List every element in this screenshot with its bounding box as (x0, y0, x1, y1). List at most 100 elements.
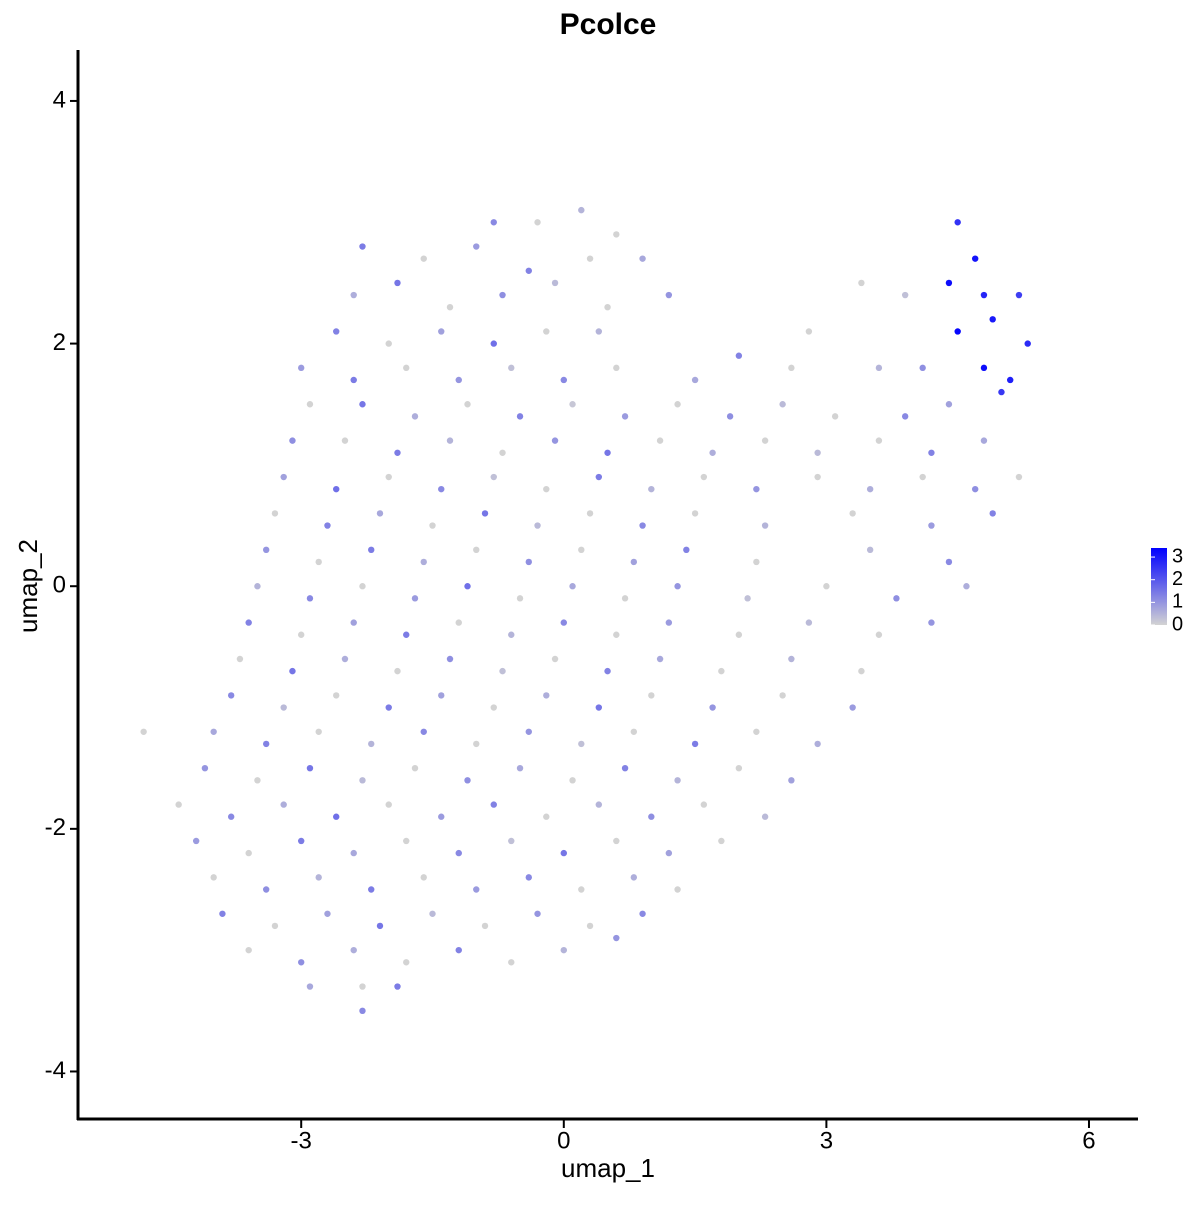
point (779, 692, 786, 699)
point (735, 764, 743, 772)
point (359, 1007, 366, 1015)
point (508, 837, 515, 845)
chart-title: Pcolce (560, 8, 657, 41)
point (289, 667, 296, 675)
point (674, 583, 681, 590)
colorbar (1151, 548, 1167, 625)
x-axis-label: umap_1 (561, 1153, 655, 1183)
point (333, 485, 340, 493)
point (236, 655, 244, 663)
point (595, 801, 603, 808)
point (420, 558, 427, 566)
point (525, 874, 532, 881)
point (718, 667, 725, 675)
point (245, 849, 252, 857)
point (516, 764, 524, 772)
point (691, 376, 699, 384)
point (289, 437, 296, 444)
point (262, 546, 270, 554)
point (394, 667, 401, 675)
y-tick-label: 2 (53, 329, 66, 356)
y-tick-label: -4 (45, 1057, 66, 1084)
point (420, 728, 427, 735)
point (394, 279, 401, 287)
point (560, 619, 567, 626)
point (595, 473, 603, 481)
point (621, 764, 629, 772)
point (525, 267, 532, 274)
points (140, 206, 1031, 1015)
point (901, 413, 909, 420)
point (306, 401, 314, 408)
point (481, 922, 489, 930)
point (928, 619, 935, 626)
colorbar-label: 2 (1172, 568, 1183, 590)
point (455, 849, 462, 857)
point (473, 740, 480, 748)
point (586, 255, 594, 262)
colorbar-label: 0 (1172, 613, 1183, 635)
point (700, 801, 708, 808)
point (271, 510, 279, 517)
point (359, 243, 366, 250)
point (438, 485, 445, 493)
point (333, 328, 340, 335)
point (1007, 376, 1014, 384)
point (1015, 473, 1023, 481)
point (438, 813, 445, 820)
point (814, 740, 821, 748)
point (315, 728, 322, 735)
point (403, 837, 410, 845)
point (438, 692, 445, 699)
point (490, 219, 497, 226)
point (761, 813, 769, 820)
point (578, 206, 585, 214)
point (849, 510, 856, 517)
point (683, 546, 690, 554)
point (901, 291, 909, 299)
point (569, 777, 576, 784)
point (691, 510, 699, 517)
point (560, 376, 567, 384)
point (595, 328, 603, 335)
point (726, 413, 734, 420)
point (543, 692, 550, 699)
point (963, 583, 970, 590)
point (998, 388, 1005, 396)
point (245, 946, 252, 954)
point (945, 558, 953, 566)
point (665, 291, 673, 299)
point (499, 667, 506, 675)
point (262, 886, 270, 893)
point (280, 801, 287, 808)
point (324, 910, 331, 917)
point (315, 874, 322, 881)
point (403, 959, 410, 966)
point (604, 303, 611, 311)
point (420, 874, 427, 881)
point (227, 813, 235, 820)
point (359, 983, 366, 990)
point (831, 413, 839, 420)
point (464, 401, 471, 408)
point (569, 401, 576, 408)
point (411, 595, 419, 602)
point (691, 740, 699, 748)
point (394, 983, 401, 990)
point (805, 619, 813, 626)
point (569, 583, 576, 590)
x-tick-label: -3 (291, 1127, 312, 1154)
point (411, 413, 419, 420)
point (446, 437, 454, 444)
point (368, 546, 375, 554)
point (735, 631, 743, 638)
point (823, 583, 830, 590)
point (525, 728, 532, 735)
point (420, 255, 427, 262)
point (875, 364, 883, 372)
point (735, 352, 743, 359)
point (656, 655, 664, 663)
point (280, 704, 287, 711)
y-axis-label: umap_2 (13, 539, 43, 633)
point (376, 922, 384, 930)
